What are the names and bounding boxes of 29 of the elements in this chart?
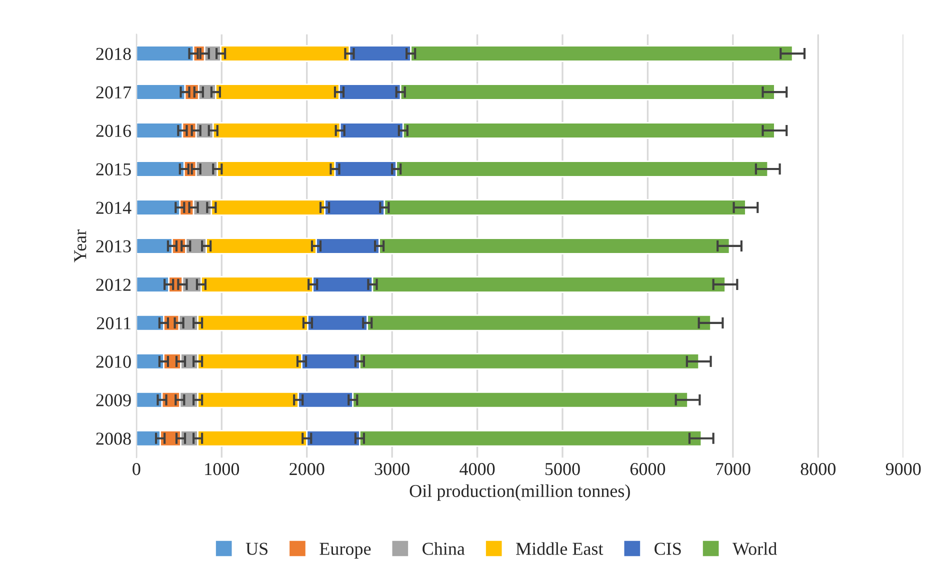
- x-tick-label: 7000: [716, 462, 750, 476]
- x-tick-label: 5000: [546, 462, 580, 476]
- legend-label: Europe: [320, 542, 371, 559]
- y-tick-label: 2017: [96, 86, 132, 98]
- legend-label: US: [246, 542, 268, 555]
- x-tick-label: 6000: [630, 462, 666, 476]
- y-tick-label: 2016: [96, 124, 132, 137]
- y-tick-label: 2008: [96, 432, 131, 445]
- x-tick-label: 8000: [800, 462, 836, 476]
- x-tick-label: 9000: [886, 462, 921, 476]
- x-tick-label: 0: [132, 462, 140, 476]
- y-axis-title: Year: [74, 229, 86, 262]
- legend-label: CIS: [654, 542, 681, 555]
- y-tick-label: 2012: [96, 278, 131, 291]
- legend-label: Middle East: [516, 542, 604, 555]
- legend-label: China: [422, 542, 465, 555]
- x-axis-title: Oil production(million tonnes): [410, 484, 630, 501]
- y-tick-label: 2011: [96, 317, 130, 330]
- x-tick-label: 1000: [205, 462, 240, 476]
- x-tick-label: 2000: [290, 462, 324, 476]
- y-tick-label: 2018: [96, 48, 131, 60]
- y-tick-label: 2013: [96, 240, 131, 252]
- y-tick-label: 2015: [96, 163, 131, 176]
- y-tick-label: 2014: [96, 202, 132, 214]
- x-tick-label: 3000: [374, 462, 410, 476]
- x-tick-label: 4000: [460, 462, 495, 476]
- y-tick-label: 2010: [96, 356, 131, 368]
- legend-label: World: [732, 542, 777, 556]
- y-tick-label: 2009: [96, 394, 131, 406]
